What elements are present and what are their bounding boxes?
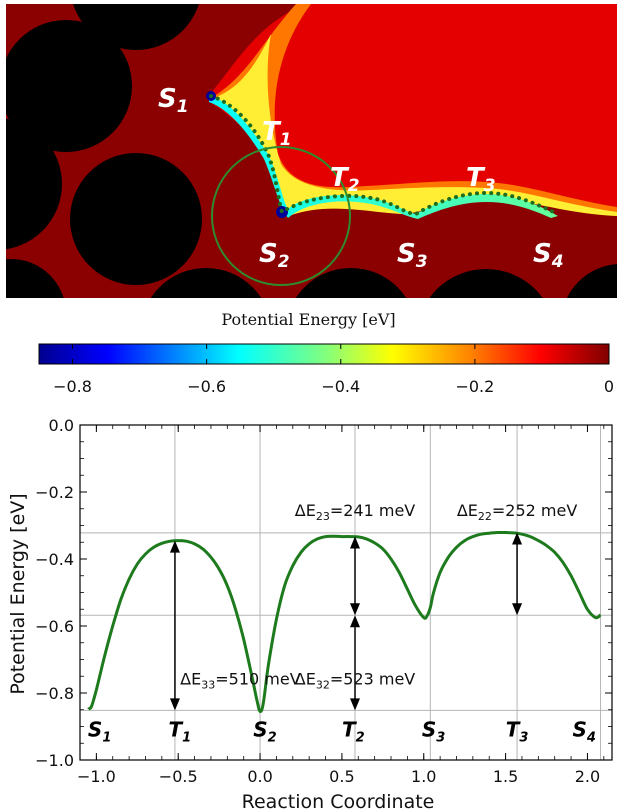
arrow-head-down: [512, 603, 523, 616]
colorbar-tick-label: −0.4: [321, 377, 360, 396]
energy-curve: [87, 530, 602, 713]
y-tick-label: −1.0: [35, 751, 74, 770]
map-high-energy-region: [206, 4, 617, 214]
arrow-head-up: [350, 536, 361, 549]
colorbar-gradient: [38, 343, 610, 365]
point-label: S1: [88, 718, 111, 746]
reaction-path: [209, 94, 560, 217]
colorbar-tick-label: −0.8: [53, 377, 92, 396]
x-axis-label: Reaction Coordinate: [242, 791, 435, 812]
y-tick-label: −0.4: [35, 550, 74, 569]
arrow-label: ΔE22=252 meV: [457, 501, 578, 523]
colorbar-tick-label: −0.2: [455, 377, 494, 396]
map-label-s4: S4: [533, 239, 564, 272]
point-label: S3: [422, 718, 445, 746]
y-tick-label: −0.6: [35, 617, 74, 636]
point-label: T3: [506, 718, 529, 746]
map-label-t1: T1: [262, 117, 292, 150]
x-tick-label: 1.0: [411, 767, 436, 786]
arrow-head-up: [512, 532, 523, 545]
map-labels: S1 T1 T2 T3 S2 S3 S4: [158, 84, 564, 272]
reference-lines: [80, 425, 612, 760]
colorbar-ticks: −0.8 −0.6 −0.4 −0.2 0: [53, 344, 614, 396]
map-label-s2: S2: [259, 239, 290, 272]
arrow-label: ΔE33=510 meV: [180, 670, 301, 692]
map-label-t3: T3: [466, 163, 496, 196]
x-tick-label: 1.5: [493, 767, 518, 786]
x-tick-label: 2.0: [575, 767, 600, 786]
colorbar-tick-label: −0.6: [187, 377, 226, 396]
point-label: S2: [253, 718, 276, 746]
map-valley: [209, 96, 558, 219]
arrow-head-down: [350, 603, 361, 616]
y-tick-label: −0.2: [35, 483, 74, 502]
colorbar-tick-label: 0: [604, 377, 614, 396]
point-label: S4: [572, 718, 595, 746]
x-tick-label: 0.0: [247, 767, 272, 786]
map-label-s3: S3: [397, 239, 428, 272]
arrow-head-up: [350, 615, 361, 628]
arrow-head-up: [169, 540, 180, 553]
y-tick-label: 0.0: [49, 416, 74, 435]
plot-frame: [79, 424, 613, 761]
energy-arrows: ΔE33=510 meV ΔE23=241 meV ΔE32=523 meV ΔE22…: [169, 501, 578, 711]
colorbar: −0.8 −0.6 −0.4 −0.2 0: [38, 343, 614, 396]
x-tick-label: −0.5: [159, 767, 198, 786]
plot-axes: −1.0 −0.5 0.0 0.5 1.0 1.5 2.0 0.0 −0.2 −0.4 −0.6 −0…: [35, 416, 613, 786]
arrow-label: ΔE23=241 meV: [295, 501, 416, 523]
point-labels: S1 T1 S2 T2 S3 T3 S4: [88, 718, 596, 746]
map-label-s1: S1: [158, 84, 189, 117]
point-label: T2: [342, 718, 365, 746]
arrow-label: ΔE32=523 meV: [295, 670, 416, 692]
y-axis-label: Potential Energy [eV]: [7, 493, 29, 694]
arrow-head-down: [350, 698, 361, 711]
focus-circle: [211, 146, 351, 286]
x-tick-label: 0.5: [329, 767, 354, 786]
map-atoms: [6, 4, 617, 298]
map-label-t2: T2: [330, 163, 360, 196]
arrow-head-down: [169, 698, 180, 711]
potential-energy-map: S1 T1 T2 T3 S2 S3 S4: [6, 4, 617, 298]
colorbar-title: Potential Energy [eV]: [221, 310, 396, 329]
x-tick-label: −1.0: [77, 767, 116, 786]
y-tick-label: −0.8: [35, 684, 74, 703]
energy-profile-chart: −1.0 −0.5 0.0 0.5 1.0 1.5 2.0 0.0 −0.2 −0.4 −0.6 −0…: [7, 416, 613, 812]
point-label: T1: [169, 718, 192, 746]
